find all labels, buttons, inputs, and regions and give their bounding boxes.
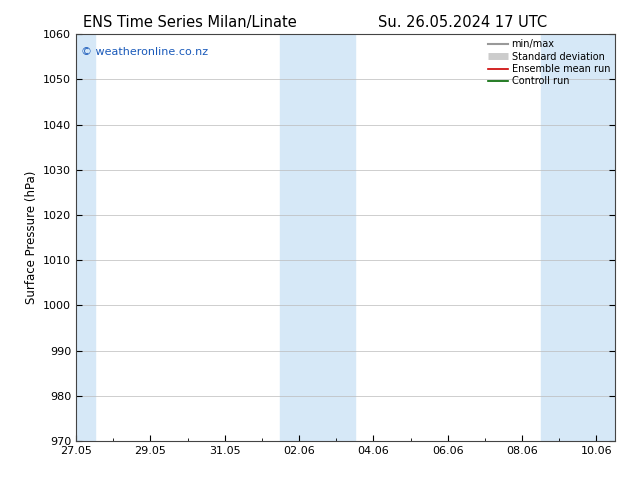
Y-axis label: Surface Pressure (hPa): Surface Pressure (hPa) [25, 171, 37, 304]
Legend: min/max, Standard deviation, Ensemble mean run, Controll run: min/max, Standard deviation, Ensemble me… [488, 39, 610, 86]
Text: Su. 26.05.2024 17 UTC: Su. 26.05.2024 17 UTC [378, 15, 547, 30]
Text: ENS Time Series Milan/Linate: ENS Time Series Milan/Linate [83, 15, 297, 30]
Text: © weatheronline.co.nz: © weatheronline.co.nz [81, 47, 209, 56]
Bar [541, 34, 615, 441]
Bar [280, 34, 355, 441]
Bar [65, 34, 94, 441]
